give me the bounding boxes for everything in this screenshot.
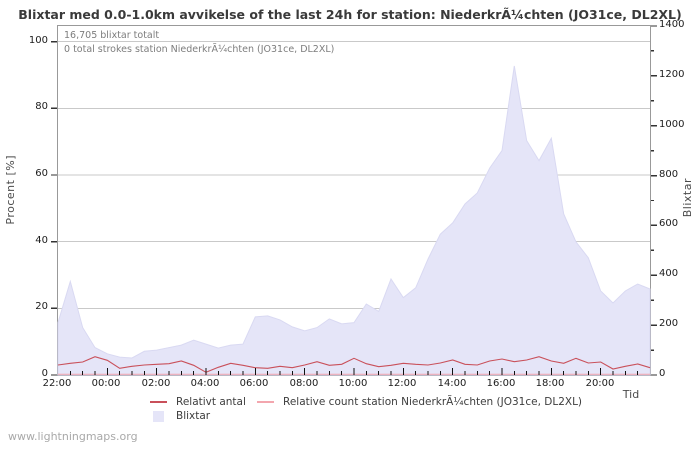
- legend-swatch-blixtar: [153, 411, 164, 422]
- watermark-url: www.lightningmaps.org: [8, 430, 138, 443]
- tick-label: 12:00: [387, 378, 417, 389]
- tick-label: 0: [41, 368, 48, 379]
- tick-label: 16:00: [486, 378, 516, 389]
- plot-area: 16,705 blixtar totalt 0 total strokes st…: [51, 25, 657, 376]
- legend-label-blixtar: Blixtar: [176, 410, 211, 422]
- plot-canvas: [51, 25, 657, 376]
- tick-label: 1400: [659, 19, 685, 30]
- tick-label: 80: [35, 101, 48, 112]
- x-axis-title: Tid: [622, 388, 640, 401]
- tick-label: 20: [35, 301, 48, 312]
- right-axis-title: Blixtar: [681, 178, 694, 218]
- tick-label: 04:00: [190, 378, 220, 389]
- chart-title: Blixtar med 0.0-1.0km avvikelse of the l…: [18, 7, 682, 22]
- annotation-total-strokes: 16,705 blixtar totalt: [64, 30, 160, 41]
- legend-label-relativt-antal: Relativt antal: [176, 396, 246, 408]
- tick-label: 10:00: [338, 378, 368, 389]
- tick-label: 06:00: [239, 378, 269, 389]
- tick-label: 14:00: [437, 378, 467, 389]
- tick-label: 02:00: [141, 378, 171, 389]
- tick-label: 1000: [659, 119, 685, 130]
- tick-label: 60: [35, 168, 48, 179]
- tick-label: 20:00: [585, 378, 615, 389]
- tick-label: 40: [35, 235, 48, 246]
- tick-label: 22:00: [42, 378, 72, 389]
- legend-swatch-relativt-antal: [150, 401, 167, 403]
- tick-label: 00:00: [91, 378, 121, 389]
- tick-label: 08:00: [289, 378, 319, 389]
- tick-label: 200: [659, 318, 679, 329]
- tick-label: 600: [659, 218, 679, 229]
- annotation-station-strokes: 0 total strokes station NiederkrÃ¼chten …: [64, 44, 335, 55]
- tick-label: 100: [28, 35, 48, 46]
- legend-swatch-station-count: [257, 401, 274, 403]
- tick-label: 1200: [659, 69, 685, 80]
- tick-label: 400: [659, 268, 679, 279]
- left-axis-title: Procent [%]: [4, 155, 17, 225]
- tick-label: 800: [659, 169, 679, 180]
- tick-label: 0: [659, 368, 666, 379]
- tick-label: 18:00: [535, 378, 565, 389]
- legend-label-station-count: Relative count station NiederkrÃ¼chten (…: [283, 396, 583, 408]
